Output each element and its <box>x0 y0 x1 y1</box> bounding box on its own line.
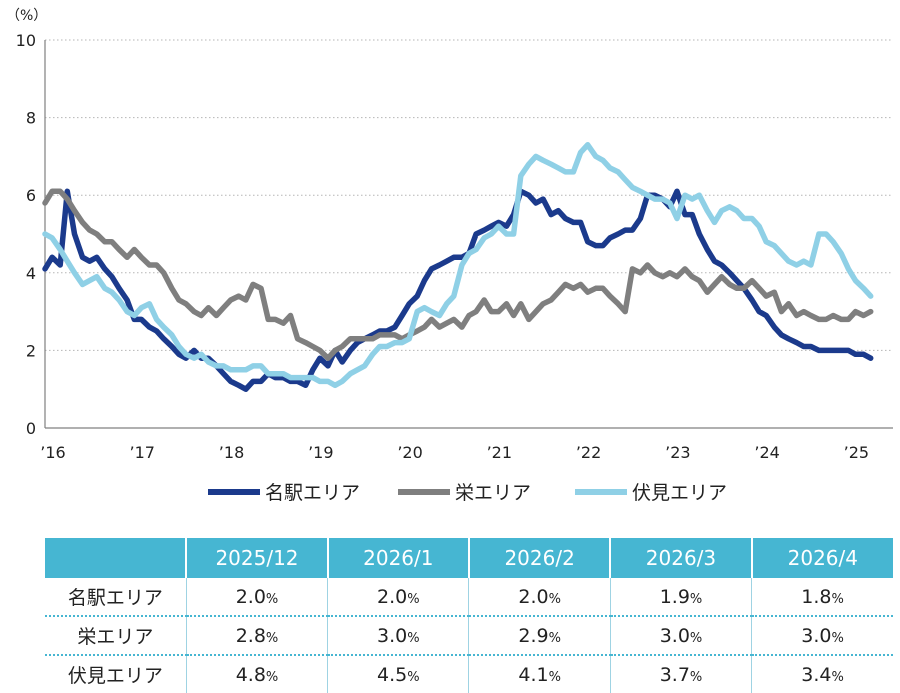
cell-value: 4.5 <box>377 663 408 686</box>
row-label: 伏見エリア <box>67 665 163 687</box>
table-cell: 1.9% <box>609 578 752 617</box>
cell-unit: % <box>548 630 561 646</box>
table-header-cell <box>45 538 187 578</box>
x-tick-label: ’16 <box>40 443 65 462</box>
x-tick-label: ’20 <box>397 443 422 462</box>
line-chart: 0 2 4 6 8 10 ’16 ’17 ’18 ’19 ’20 ’21 ’22 ’23 ’24 ’25 （%… <box>6 8 893 504</box>
row-label: 名駅エリア <box>45 578 187 617</box>
table-cell: 3.4% <box>751 655 893 693</box>
cell-value: 3.0 <box>377 624 408 647</box>
series-line-2 <box>42 188 874 361</box>
table-cell: 4.1% <box>468 655 611 693</box>
cell-unit: % <box>548 669 561 685</box>
cell-value: 2.0 <box>377 585 408 608</box>
legend-label-3: 伏見エリア <box>632 482 727 504</box>
table-header-cell: 2026/2 <box>467 538 611 578</box>
cell-unit: % <box>831 591 844 607</box>
y-tick-label: 6 <box>26 186 36 205</box>
cell-unit: % <box>407 669 420 685</box>
table-header-cell: 2025/12 <box>185 538 328 578</box>
table-cell: 2.0% <box>327 578 469 617</box>
tick-labels: 0 2 4 6 8 10 ’16 ’17 ’18 ’19 ’20 ’21 ’22 ’23 ’24 ’25 <box>16 31 869 462</box>
legend: 名駅エリア 栄エリア 伏見エリア <box>208 482 727 504</box>
cell-unit: % <box>407 591 420 607</box>
cell-value: 2.0 <box>518 585 549 608</box>
series-lines <box>42 142 874 392</box>
cell-unit: % <box>689 591 703 607</box>
table-cell: 2.8% <box>185 616 328 656</box>
table-cell: 4.8% <box>185 655 328 693</box>
cell-unit: % <box>689 669 703 685</box>
cell-value: 3.4 <box>801 663 832 686</box>
cell-value: 2.0 <box>235 585 266 608</box>
x-tick-label: ’23 <box>665 443 690 462</box>
cell-unit: % <box>407 630 420 646</box>
cell-unit: % <box>265 669 279 685</box>
cell-value: 4.8 <box>235 663 266 686</box>
table-cell: 3.0% <box>327 616 469 656</box>
legend-label-1: 名駅エリア <box>265 482 360 504</box>
table-cell: 3.0% <box>609 616 752 656</box>
cell-value: 2.9 <box>518 624 549 647</box>
table-cell: 2.0% <box>185 578 328 617</box>
x-tick-label: ’19 <box>308 443 333 462</box>
x-tick-label: ’17 <box>130 443 155 462</box>
y-tick-label: 4 <box>26 264 36 283</box>
x-tick-label: ’21 <box>487 443 512 462</box>
table-cell: 1.8% <box>751 578 893 617</box>
y-tick-label: 10 <box>16 31 36 50</box>
cell-value: 1.8 <box>801 585 832 608</box>
legend-label-2: 栄エリア <box>455 482 531 504</box>
cell-value: 1.9 <box>659 585 690 608</box>
cell-value: 2.8 <box>235 624 266 647</box>
table-cell: 2.9% <box>468 616 611 656</box>
table-cell: 4.5% <box>327 655 469 693</box>
y-tick-label: 8 <box>26 109 36 128</box>
table-cell: 3.0% <box>751 616 893 656</box>
summary-table: 2025/12 2026/1 2026/2 2026/3 2026/4 名駅エリ… <box>45 538 893 693</box>
cell-value: 4.1 <box>518 663 549 686</box>
y-axis-unit-label: （%） <box>6 8 47 24</box>
table-header-row: 2025/12 2026/1 2026/2 2026/3 2026/4 <box>45 538 893 578</box>
cell-unit: % <box>689 630 703 646</box>
row-label: 栄エリア <box>45 616 187 656</box>
axes <box>44 40 893 429</box>
cell-unit: % <box>831 630 844 646</box>
table-cell: 3.7% <box>609 655 752 693</box>
table-row: 栄エリア 2.8% 3.0% 2.9% 3.0% 3.0% <box>45 616 893 656</box>
y-tick-label: 2 <box>26 341 36 360</box>
grid-lines <box>45 39 893 351</box>
table-row: 名駅エリア 2.0% 2.0% 2.0% 1.9% 1.8% <box>45 578 893 617</box>
cell-unit: % <box>548 591 561 607</box>
cell-value: 3.0 <box>659 624 690 647</box>
cell-unit: % <box>831 669 844 685</box>
x-tick-label: ’25 <box>844 443 869 462</box>
cell-value: 3.0 <box>801 624 832 647</box>
x-tick-label: ’18 <box>219 443 244 462</box>
y-tick-label: 0 <box>26 419 36 438</box>
x-tick-label: ’22 <box>576 443 601 462</box>
series-line-1 <box>42 188 874 392</box>
table-header-cell: 2026/3 <box>609 538 752 578</box>
table-header-cell: 2026/1 <box>326 538 469 578</box>
x-tick-label: ’24 <box>754 443 779 462</box>
table-header-cell: 2026/4 <box>750 538 893 578</box>
table-cell: 2.0% <box>468 578 611 617</box>
series-line-3 <box>42 142 874 389</box>
table-row: 伏見エリア 4.8% 4.5% 4.1% 3.7% 3.4% <box>45 655 893 693</box>
cell-unit: % <box>265 591 279 607</box>
cell-value: 3.7 <box>659 663 690 686</box>
cell-unit: % <box>265 630 279 646</box>
